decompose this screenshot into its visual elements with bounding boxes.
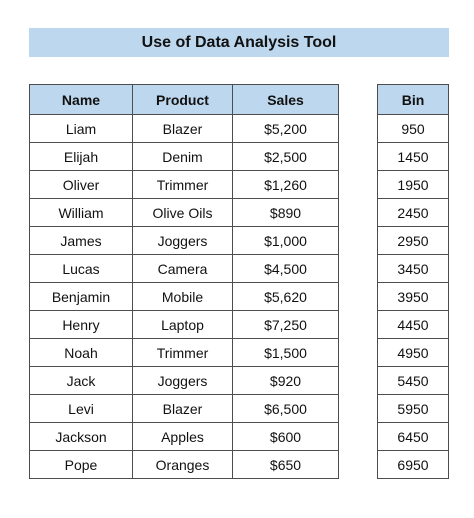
cell-name[interactable]: William bbox=[29, 198, 133, 227]
table-row: 3450 bbox=[377, 254, 449, 283]
cell-product[interactable]: Joggers bbox=[132, 366, 233, 395]
cell-sales[interactable]: $890 bbox=[232, 198, 339, 227]
cell-sales[interactable]: $5,620 bbox=[232, 282, 339, 311]
bin-table: Bin 950 1450 1950 2450 2950 3450 3950 4450 4950 5… bbox=[377, 84, 449, 479]
cell-product[interactable]: Trimmer bbox=[132, 338, 233, 367]
cell-bin[interactable]: 5450 bbox=[377, 366, 449, 395]
cell-product[interactable]: Laptop bbox=[132, 310, 233, 339]
table-row: 5950 bbox=[377, 394, 449, 423]
cell-product[interactable]: Blazer bbox=[132, 394, 233, 423]
cell-product[interactable]: Camera bbox=[132, 254, 233, 283]
table-row: 4950 bbox=[377, 338, 449, 367]
table-row: Noah Trimmer $1,500 bbox=[29, 338, 339, 367]
cell-sales[interactable]: $1,000 bbox=[232, 226, 339, 255]
cell-sales[interactable]: $6,500 bbox=[232, 394, 339, 423]
table-row: Henry Laptop $7,250 bbox=[29, 310, 339, 339]
cell-sales[interactable]: $920 bbox=[232, 366, 339, 395]
table-row: William Olive Oils $890 bbox=[29, 198, 339, 227]
cell-bin[interactable]: 6450 bbox=[377, 422, 449, 451]
table-row: Jackson Apples $600 bbox=[29, 422, 339, 451]
table-row: 2450 bbox=[377, 198, 449, 227]
cell-name[interactable]: Noah bbox=[29, 338, 133, 367]
cell-sales[interactable]: $7,250 bbox=[232, 310, 339, 339]
cell-name[interactable]: Pope bbox=[29, 450, 133, 479]
cell-sales[interactable]: $1,500 bbox=[232, 338, 339, 367]
table-row: 4450 bbox=[377, 310, 449, 339]
table-row: Oliver Trimmer $1,260 bbox=[29, 170, 339, 199]
bin-table-header-row: Bin bbox=[377, 84, 449, 115]
header-bin[interactable]: Bin bbox=[377, 84, 449, 115]
cell-bin[interactable]: 950 bbox=[377, 114, 449, 143]
cell-product[interactable]: Blazer bbox=[132, 114, 233, 143]
cell-product[interactable]: Joggers bbox=[132, 226, 233, 255]
bin-table-body: 950 1450 1950 2450 2950 3450 3950 4450 4950 5450 5… bbox=[377, 114, 449, 479]
cell-sales[interactable]: $2,500 bbox=[232, 142, 339, 171]
cell-name[interactable]: Jackson bbox=[29, 422, 133, 451]
cell-bin[interactable]: 1950 bbox=[377, 170, 449, 199]
cell-bin[interactable]: 3450 bbox=[377, 254, 449, 283]
cell-sales[interactable]: $5,200 bbox=[232, 114, 339, 143]
table-row: 950 bbox=[377, 114, 449, 143]
cell-bin[interactable]: 4450 bbox=[377, 310, 449, 339]
cell-product[interactable]: Oranges bbox=[132, 450, 233, 479]
cell-bin[interactable]: 1450 bbox=[377, 142, 449, 171]
cell-name[interactable]: Henry bbox=[29, 310, 133, 339]
cell-name[interactable]: Benjamin bbox=[29, 282, 133, 311]
cell-product[interactable]: Denim bbox=[132, 142, 233, 171]
table-row: 6450 bbox=[377, 422, 449, 451]
table-row: Lucas Camera $4,500 bbox=[29, 254, 339, 283]
table-row: Elijah Denim $2,500 bbox=[29, 142, 339, 171]
cell-name[interactable]: Liam bbox=[29, 114, 133, 143]
table-row: Liam Blazer $5,200 bbox=[29, 114, 339, 143]
cell-product[interactable]: Trimmer bbox=[132, 170, 233, 199]
cell-bin[interactable]: 2450 bbox=[377, 198, 449, 227]
cell-sales[interactable]: $1,260 bbox=[232, 170, 339, 199]
cell-product[interactable]: Apples bbox=[132, 422, 233, 451]
cell-bin[interactable]: 6950 bbox=[377, 450, 449, 479]
sheet-title[interactable]: Use of Data Analysis Tool bbox=[29, 28, 449, 57]
cell-name[interactable]: Elijah bbox=[29, 142, 133, 171]
table-row: 3950 bbox=[377, 282, 449, 311]
cell-bin[interactable]: 2950 bbox=[377, 226, 449, 255]
header-sales[interactable]: Sales bbox=[232, 84, 339, 115]
cell-bin[interactable]: 3950 bbox=[377, 282, 449, 311]
table-row: James Joggers $1,000 bbox=[29, 226, 339, 255]
table-row: 6950 bbox=[377, 450, 449, 479]
sales-table: Name Product Sales Liam Blazer $5,200 Elija… bbox=[29, 84, 339, 479]
table-row: Jack Joggers $920 bbox=[29, 366, 339, 395]
cell-bin[interactable]: 4950 bbox=[377, 338, 449, 367]
cell-name[interactable]: James bbox=[29, 226, 133, 255]
cell-name[interactable]: Levi bbox=[29, 394, 133, 423]
table-row: 1450 bbox=[377, 142, 449, 171]
sales-table-header-row: Name Product Sales bbox=[29, 84, 339, 115]
cell-sales[interactable]: $600 bbox=[232, 422, 339, 451]
cell-bin[interactable]: 5950 bbox=[377, 394, 449, 423]
cell-name[interactable]: Jack bbox=[29, 366, 133, 395]
cell-name[interactable]: Lucas bbox=[29, 254, 133, 283]
cell-product[interactable]: Olive Oils bbox=[132, 198, 233, 227]
table-row: Pope Oranges $650 bbox=[29, 450, 339, 479]
table-row: 1950 bbox=[377, 170, 449, 199]
header-name[interactable]: Name bbox=[29, 84, 133, 115]
header-product[interactable]: Product bbox=[132, 84, 233, 115]
cell-product[interactable]: Mobile bbox=[132, 282, 233, 311]
table-row: Levi Blazer $6,500 bbox=[29, 394, 339, 423]
table-row: Benjamin Mobile $5,620 bbox=[29, 282, 339, 311]
table-row: 2950 bbox=[377, 226, 449, 255]
cell-sales[interactable]: $650 bbox=[232, 450, 339, 479]
sales-table-body: Liam Blazer $5,200 Elijah Denim $2,500 Oliver T… bbox=[29, 114, 339, 479]
table-row: 5450 bbox=[377, 366, 449, 395]
cell-name[interactable]: Oliver bbox=[29, 170, 133, 199]
cell-sales[interactable]: $4,500 bbox=[232, 254, 339, 283]
